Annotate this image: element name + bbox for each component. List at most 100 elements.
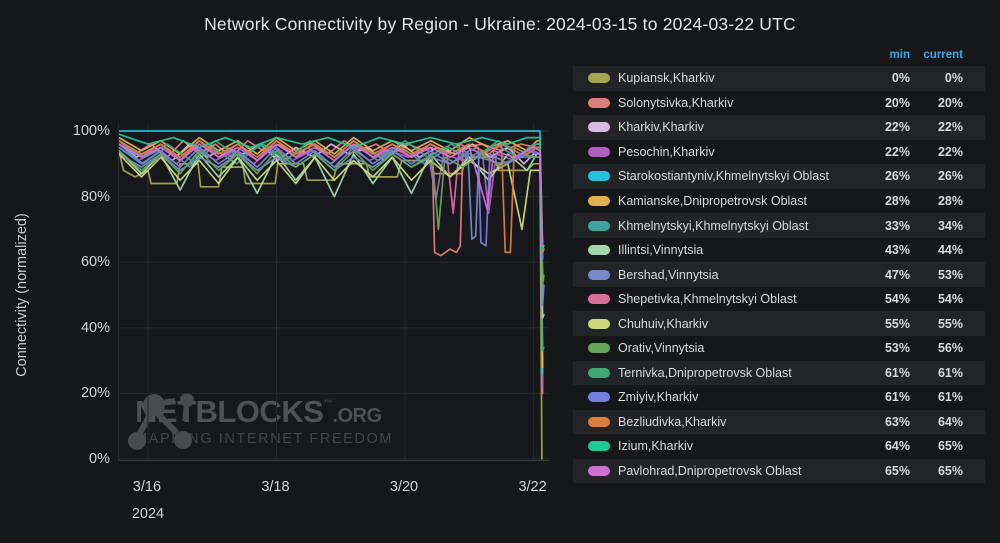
series-min-value: 26% <box>884 169 910 184</box>
series-color-swatch <box>588 220 610 231</box>
netblocks-logo-icon <box>128 393 194 450</box>
legend-row[interactable]: Chuhuiv,Kharkiv 55% 55% <box>573 311 985 337</box>
legend-row[interactable]: Ternivka,Dnipropetrovsk Oblast 61% 61% <box>573 360 985 386</box>
x-tick-label: 3/22 <box>518 479 547 495</box>
legend-row[interactable]: Kupiansk,Kharkiv 0% 0% <box>573 66 985 91</box>
series-color-swatch <box>588 343 610 354</box>
legend-row[interactable]: Kamianske,Dnipropetrovsk Oblast 28% 28% <box>573 189 985 214</box>
series-label: Ternivka,Dnipropetrovsk Oblast <box>618 365 792 380</box>
series-min-value: 64% <box>884 439 910 454</box>
series-label: Solonytsivka,Kharkiv <box>618 95 734 110</box>
legend-row[interactable]: Kharkiv,Kharkiv 22% 22% <box>573 115 985 140</box>
series-min-value: 47% <box>884 267 910 282</box>
series-color-swatch <box>588 97 610 108</box>
series-min-value: 22% <box>884 144 910 159</box>
series-color-swatch <box>588 73 610 84</box>
series-color-swatch <box>588 367 610 378</box>
series-label: Orativ,Vinnytsia <box>618 341 705 356</box>
legend-row[interactable]: Pavlohrad,Dnipropetrovsk Oblast 65% 65% <box>573 458 985 484</box>
series-line <box>119 133 545 250</box>
legend-row[interactable]: Starokostiantyniv,Khmelnytskyi Oblast 26… <box>573 164 985 189</box>
series-line <box>119 143 545 352</box>
series-min-value: 61% <box>884 390 910 405</box>
series-current-value: 26% <box>937 169 963 184</box>
series-color-swatch <box>588 196 610 206</box>
legend-panel: min current Kupiansk,Kharkiv 0% 0% Solon… <box>573 47 985 484</box>
series-min-value: 22% <box>884 120 910 135</box>
legend-row[interactable]: Pesochin,Kharkiv 22% 22% <box>573 140 985 165</box>
watermark-tagline: MAPPING INTERNET FREEDOM <box>135 431 394 447</box>
connectivity-line-chart[interactable] <box>119 123 549 460</box>
series-label: Zmiyiv,Kharkiv <box>618 390 699 405</box>
netblocks-watermark: NETBLOCKS™.ORG MAPPING INTERNET FREEDOM <box>127 389 394 450</box>
series-current-value: 53% <box>937 267 963 282</box>
series-color-swatch <box>588 171 610 182</box>
series-label: Bershad,Vinnytsia <box>618 267 719 282</box>
series-color-swatch <box>588 392 610 403</box>
series-color-swatch <box>588 318 610 329</box>
legend-header: min current <box>573 47 985 63</box>
series-line <box>119 136 544 369</box>
series-color-swatch <box>588 466 610 477</box>
series-current-value: 65% <box>937 464 963 479</box>
series-line <box>119 139 544 260</box>
plot-area[interactable]: NETBLOCKS™.ORG MAPPING INTERNET FREEDOM <box>118 123 549 461</box>
series-current-value: 55% <box>937 316 963 331</box>
legend-row[interactable]: Shepetivka,Khmelnytskyi Oblast 54% 54% <box>573 287 985 312</box>
series-current-value: 54% <box>937 292 963 307</box>
series-min-value: 55% <box>884 316 910 331</box>
legend-row[interactable]: Bershad,Vinnytsia 47% 53% <box>573 262 985 287</box>
y-tick-label: 60% <box>80 254 110 271</box>
series-label: Kamianske,Dnipropetrovsk Oblast <box>618 194 807 208</box>
series-color-swatch <box>588 294 610 305</box>
series-color-swatch <box>588 146 610 157</box>
legend-row[interactable]: Bezliudivka,Kharkiv 63% 64% <box>573 409 985 435</box>
legend-current-column-header[interactable]: current <box>923 49 963 61</box>
series-current-value: 0% <box>944 71 963 86</box>
series-label: Pesochin,Kharkiv <box>618 144 715 159</box>
series-min-value: 53% <box>884 341 910 356</box>
series-min-value: 63% <box>884 414 910 429</box>
legend-row[interactable]: Solonytsivka,Kharkiv 20% 20% <box>573 91 985 116</box>
x-tick-label: 3/16 <box>132 479 162 495</box>
series-min-value: 54% <box>884 292 910 307</box>
chart-title: Network Connectivity by Region - Ukraine… <box>204 14 796 34</box>
series-label: Izium,Kharkiv <box>618 439 694 454</box>
series-color-swatch <box>588 416 610 427</box>
x-axis-year-label: 2024 <box>131 506 165 522</box>
series-min-value: 65% <box>884 464 910 479</box>
series-current-value: 65% <box>937 439 963 454</box>
y-tick-label: 40% <box>80 319 110 336</box>
series-label: Kharkiv,Kharkiv <box>618 120 704 135</box>
y-tick-label: 100% <box>72 123 110 139</box>
legend-row[interactable]: Zmiyiv,Kharkiv 61% 61% <box>573 385 985 410</box>
series-line <box>119 146 544 260</box>
series-color-swatch <box>588 441 610 452</box>
series-line <box>119 143 544 247</box>
series-label: Pavlohrad,Dnipropetrovsk Oblast <box>618 464 802 479</box>
series-color-swatch <box>588 122 610 133</box>
series-label: Kupiansk,Kharkiv <box>618 71 715 86</box>
series-current-value: 28% <box>937 194 963 208</box>
series-current-value: 20% <box>937 95 963 110</box>
series-label: Khmelnytskyi,Khmelnytskyi Oblast <box>618 218 809 233</box>
y-axis-title: Connectivity (normalized) <box>14 213 30 377</box>
series-current-value: 44% <box>937 243 963 258</box>
legend-row[interactable]: Khmelnytskyi,Khmelnytskyi Oblast 33% 34% <box>573 213 985 238</box>
series-line <box>119 139 545 254</box>
series-current-value: 22% <box>937 144 963 159</box>
series-current-value: 64% <box>937 414 963 429</box>
legend-row[interactable]: Illintsi,Vinnytsia 43% 44% <box>573 238 985 263</box>
series-color-swatch <box>588 269 610 280</box>
series-label: Chuhuiv,Kharkiv <box>618 316 709 331</box>
series-min-value: 43% <box>884 243 910 258</box>
legend-min-column-header[interactable]: min <box>889 49 910 61</box>
legend-row[interactable]: Izium,Kharkiv 64% 65% <box>573 434 985 459</box>
legend-row[interactable]: Orativ,Vinnytsia 53% 56% <box>573 336 985 361</box>
series-label: Bezliudivka,Kharkiv <box>618 414 727 429</box>
series-current-value: 61% <box>937 365 963 380</box>
series-current-value: 22% <box>937 120 963 135</box>
legend-rows: Kupiansk,Kharkiv 0% 0% Solonytsivka,Khar… <box>573 66 985 484</box>
x-tick-label: 3/20 <box>389 479 419 495</box>
series-min-value: 61% <box>884 365 910 380</box>
